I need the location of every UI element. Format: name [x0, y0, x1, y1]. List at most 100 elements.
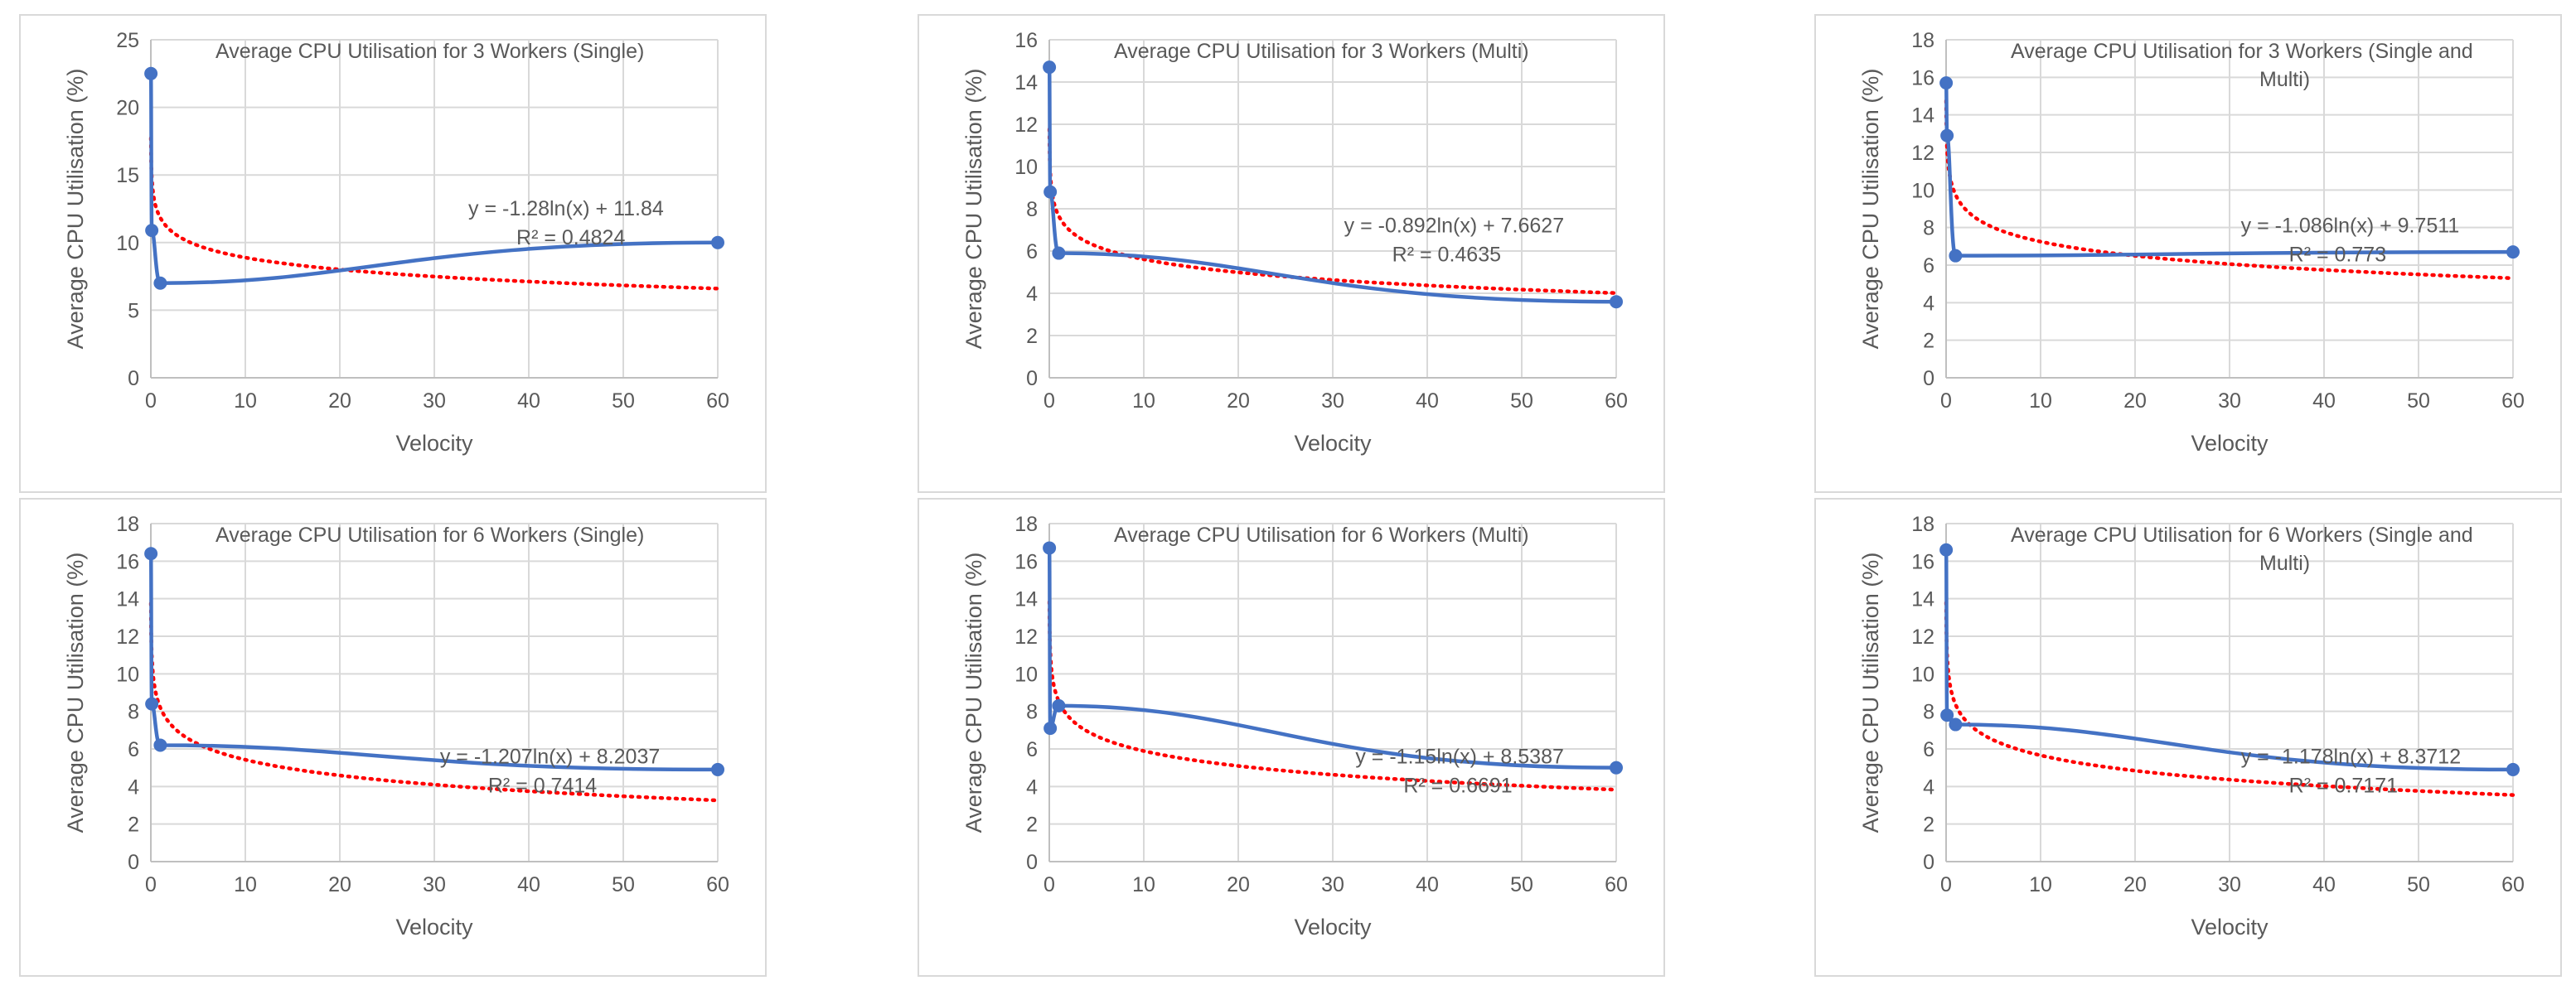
chart-title: Average CPU Utilisation for 3 Workers (M…: [1114, 40, 1529, 63]
data-point: [1939, 543, 1954, 557]
y-tick-label: 16: [1911, 66, 1934, 89]
x-tick-label: 30: [1321, 389, 1344, 413]
trendline-equation: y = -0.892ln(x) + 7.6627: [1344, 215, 1564, 238]
data-point: [153, 276, 167, 290]
y-tick-label: 6: [1026, 240, 1038, 263]
y-tick-label: 14: [116, 588, 139, 611]
x-tick-label: 10: [234, 873, 257, 896]
data-point: [144, 547, 158, 561]
y-tick-label: 0: [1923, 367, 1934, 390]
trendline-equation: y = -1.207ln(x) + 8.2037: [440, 746, 660, 769]
y-tick-label: 4: [1923, 292, 1934, 315]
y-tick-label: 0: [128, 367, 139, 390]
y-tick-label: 12: [1911, 625, 1934, 649]
y-tick-label: 14: [1014, 588, 1038, 611]
y-tick-label: 6: [1026, 738, 1038, 761]
y-tick-label: 0: [1923, 851, 1934, 874]
y-tick-label: 18: [1911, 513, 1934, 536]
y-tick-label: 0: [1026, 851, 1038, 874]
y-axis-title: Average CPU Utilisation (%): [961, 69, 986, 350]
data-point: [1610, 761, 1623, 775]
chart-frame: [19, 14, 767, 493]
y-tick-label: 2: [1923, 330, 1934, 353]
y-tick-label: 8: [1923, 217, 1934, 240]
x-tick-label: 10: [1132, 873, 1155, 896]
y-tick-label: 14: [1014, 71, 1038, 94]
y-tick-label: 4: [1026, 775, 1038, 799]
y-tick-label: 2: [1026, 325, 1038, 348]
trendline-r-squared: R² = 0.6691: [1403, 775, 1512, 798]
y-axis-title: Average CPU Utilisation (%): [63, 553, 88, 833]
y-tick-label: 5: [128, 299, 139, 322]
x-axis-title: Velocity: [2191, 431, 2269, 456]
y-tick-label: 18: [1911, 29, 1934, 52]
x-tick-label: 30: [2218, 389, 2241, 413]
x-tick-label: 40: [517, 873, 540, 896]
x-tick-label: 40: [1416, 873, 1439, 896]
x-tick-label: 30: [423, 873, 446, 896]
y-tick-label: 8: [1923, 701, 1934, 724]
y-tick-label: 8: [1026, 198, 1038, 221]
y-tick-label: 6: [1923, 738, 1934, 761]
chart-frame: [19, 498, 767, 977]
data-point: [1939, 76, 1954, 90]
y-tick-label: 8: [1026, 701, 1038, 724]
y-tick-label: 10: [1911, 179, 1934, 202]
y-tick-label: 12: [1911, 142, 1934, 165]
x-tick-label: 40: [2312, 873, 2336, 896]
x-tick-label: 0: [1043, 389, 1055, 413]
y-tick-label: 16: [1911, 550, 1934, 573]
x-tick-label: 20: [1227, 389, 1250, 413]
data-point: [145, 697, 159, 711]
trendline-r-squared: R² = 0.7171: [2289, 775, 2398, 798]
data-point: [153, 738, 167, 752]
y-axis-title: Average CPU Utilisation (%): [1858, 553, 1883, 833]
y-tick-label: 12: [1014, 625, 1038, 649]
y-tick-label: 4: [1923, 775, 1934, 799]
x-tick-label: 0: [1940, 873, 1952, 896]
data-point: [1043, 722, 1058, 736]
chart-title: Average CPU Utilisation for 6 Workers (M…: [1114, 524, 1529, 547]
data-point: [1043, 60, 1057, 75]
x-tick-label: 60: [1605, 389, 1628, 413]
y-tick-label: 14: [1911, 588, 1934, 611]
x-axis-title: Velocity: [1294, 431, 1372, 456]
trendline-equation: y = -1.086ln(x) + 9.7511: [2241, 215, 2460, 238]
y-tick-label: 12: [116, 625, 139, 649]
y-tick-label: 6: [1923, 254, 1934, 278]
data-point: [1949, 717, 1963, 732]
y-tick-label: 14: [1911, 104, 1934, 128]
chart-panel-5: 0 2 4 6 8 10 12 14 16 18 0 10 20 30 40 50 60 Velocity Aver…: [918, 498, 1665, 977]
y-axis-title: Average CPU Utilisation (%): [1858, 69, 1883, 350]
chart-panel-6: 0 2 4 6 8 10 12 14 16 18 0 10 20 30 40 50 60 Velocity Aver…: [1814, 498, 2562, 977]
y-tick-label: 8: [128, 701, 139, 724]
chart-title: Average CPU Utilisation for 3 Workers (S…: [215, 40, 644, 63]
data-point: [1940, 708, 1954, 722]
x-tick-label: 60: [706, 873, 729, 896]
x-tick-label: 0: [1940, 389, 1952, 413]
data-point: [1940, 128, 1954, 142]
trendline-equation: y = -1.178ln(x) + 8.3712: [2241, 746, 2461, 769]
x-tick-label: 10: [234, 389, 257, 413]
x-tick-label: 10: [2029, 873, 2052, 896]
x-tick-label: 40: [2312, 389, 2336, 413]
chart-frame: [918, 14, 1665, 493]
y-tick-label: 10: [1014, 156, 1038, 179]
x-tick-label: 40: [517, 389, 540, 413]
trendline-r-squared: R² = 0.4635: [1392, 244, 1501, 267]
x-tick-label: 10: [1132, 389, 1155, 413]
y-tick-label: 2: [1923, 814, 1934, 837]
y-tick-label: 20: [116, 97, 139, 120]
chart-panel-2: 0 2 4 6 8 10 12 14 16 0 10 20 30 40 50 60 Velocity Averag…: [918, 14, 1665, 493]
data-point: [1043, 541, 1057, 555]
chart-title: Average CPU Utilisation for 3 Workers (S…: [2011, 40, 2473, 91]
trendline-r-squared: R² = 0.4824: [516, 226, 625, 249]
chart-frame: [1814, 498, 2562, 977]
y-tick-label: 16: [1014, 550, 1038, 573]
y-tick-label: 10: [1911, 663, 1934, 686]
x-tick-label: 50: [1510, 873, 1533, 896]
x-tick-label: 0: [1043, 873, 1055, 896]
data-point: [2506, 245, 2520, 259]
